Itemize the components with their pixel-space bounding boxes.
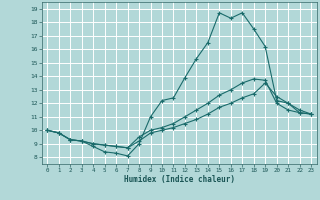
X-axis label: Humidex (Indice chaleur): Humidex (Indice chaleur)	[124, 175, 235, 184]
